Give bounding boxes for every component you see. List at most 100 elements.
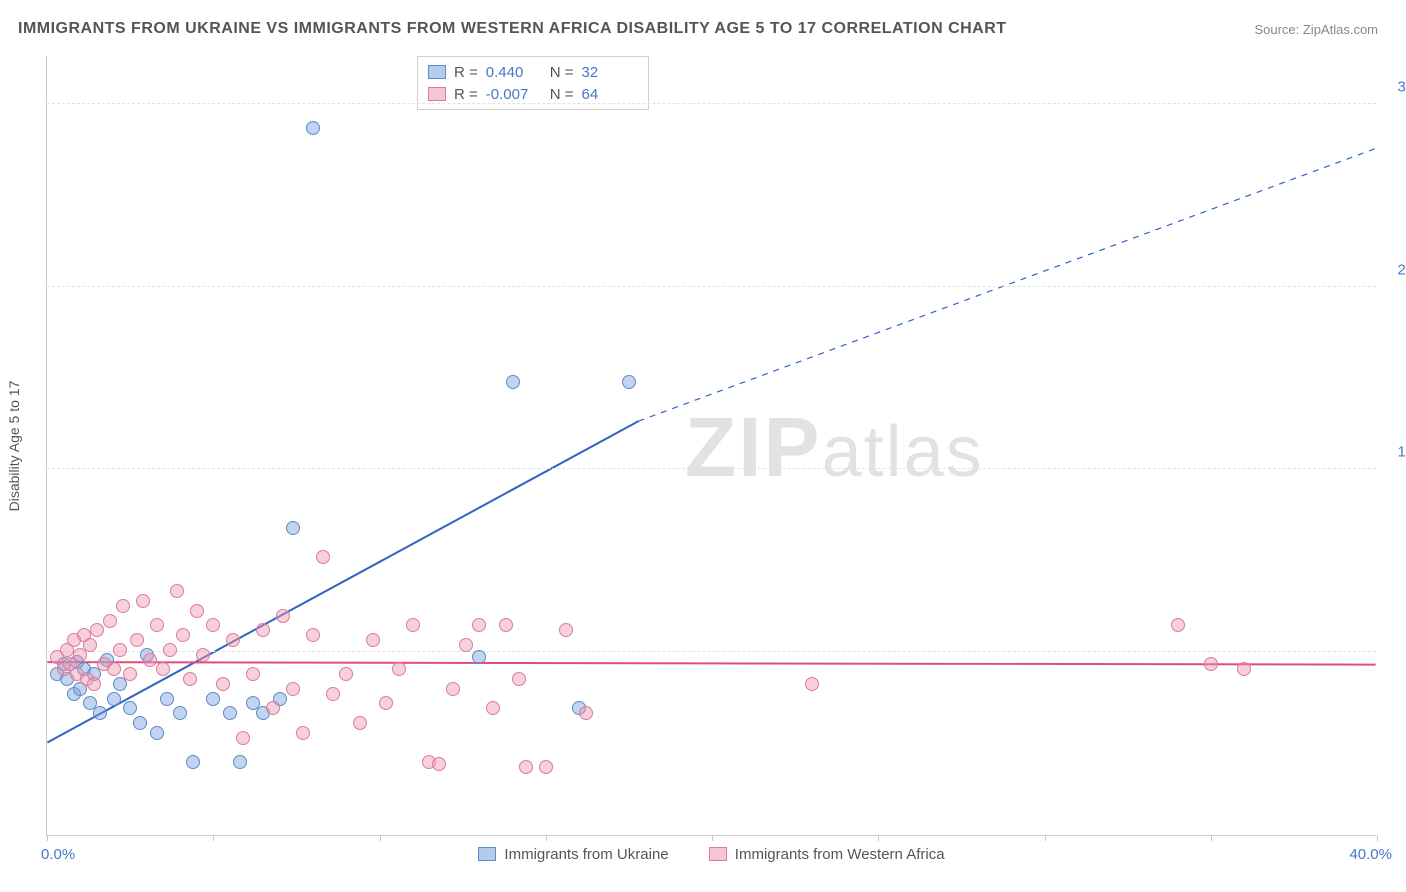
data-point	[1237, 662, 1251, 676]
data-point	[163, 643, 177, 657]
data-point	[216, 677, 230, 691]
chart-title: IMMIGRANTS FROM UKRAINE VS IMMIGRANTS FR…	[18, 20, 1007, 38]
data-point	[1171, 618, 1185, 632]
data-point	[236, 731, 250, 745]
swatch-series1	[428, 65, 446, 79]
data-point	[622, 375, 636, 389]
data-point	[130, 633, 144, 647]
data-point	[223, 706, 237, 720]
data-point	[256, 623, 270, 637]
x-tick	[878, 835, 879, 841]
swatch-series2	[709, 847, 727, 861]
stats-row-series2: R = -0.007 N = 64	[428, 83, 638, 105]
data-point	[206, 618, 220, 632]
data-point	[1204, 657, 1218, 671]
data-point	[296, 726, 310, 740]
x-tick	[47, 835, 48, 841]
data-point	[123, 701, 137, 715]
data-point	[286, 682, 300, 696]
gridline-h	[47, 286, 1376, 287]
data-point	[432, 757, 446, 771]
gridline-h	[47, 103, 1376, 104]
data-point	[133, 716, 147, 730]
watermark: ZIPatlas	[685, 399, 984, 496]
data-point	[406, 618, 420, 632]
gridline-h	[47, 468, 1376, 469]
stats-r-value-2: -0.007	[486, 86, 542, 103]
data-point	[90, 623, 104, 637]
data-point	[226, 633, 240, 647]
data-point	[446, 682, 460, 696]
data-point	[266, 701, 280, 715]
data-point	[107, 662, 121, 676]
data-point	[512, 672, 526, 686]
y-tick-label: 30.0%	[1397, 78, 1406, 95]
legend-item-1: Immigrants from Ukraine	[478, 846, 668, 863]
x-tick	[712, 835, 713, 841]
data-point	[472, 618, 486, 632]
stats-n-value-1: 32	[582, 64, 638, 81]
y-tick-label: 22.5%	[1397, 261, 1406, 278]
y-axis-label: Disability Age 5 to 17	[6, 381, 22, 512]
data-point	[93, 706, 107, 720]
trend-lines	[47, 56, 1376, 835]
data-point	[206, 692, 220, 706]
data-point	[539, 760, 553, 774]
data-point	[392, 662, 406, 676]
chart-container: IMMIGRANTS FROM UKRAINE VS IMMIGRANTS FR…	[0, 0, 1406, 892]
data-point	[805, 677, 819, 691]
data-point	[339, 667, 353, 681]
data-point	[506, 375, 520, 389]
swatch-series1	[478, 847, 496, 861]
source-label: Source: ZipAtlas.com	[1254, 22, 1378, 37]
series-legend: Immigrants from Ukraine Immigrants from …	[47, 846, 1376, 866]
data-point	[246, 667, 260, 681]
x-tick	[546, 835, 547, 841]
data-point	[116, 599, 130, 613]
y-tick-label: 15.0%	[1397, 444, 1406, 461]
stats-n-label: N =	[550, 64, 574, 81]
data-point	[459, 638, 473, 652]
data-point	[190, 604, 204, 618]
gridline-h	[47, 651, 1376, 652]
data-point	[316, 550, 330, 564]
data-point	[306, 121, 320, 135]
data-point	[326, 687, 340, 701]
data-point	[160, 692, 174, 706]
data-point	[123, 667, 137, 681]
stats-n-value-2: 64	[582, 86, 638, 103]
stats-r-label: R =	[454, 64, 478, 81]
x-tick	[213, 835, 214, 841]
data-point	[176, 628, 190, 642]
data-point	[306, 628, 320, 642]
data-point	[83, 638, 97, 652]
data-point	[579, 706, 593, 720]
data-point	[519, 760, 533, 774]
data-point	[156, 662, 170, 676]
data-point	[472, 650, 486, 664]
data-point	[366, 633, 380, 647]
data-point	[150, 618, 164, 632]
data-point	[559, 623, 573, 637]
plot-area: ZIPatlas R = 0.440 N = 32 R = -0.007 N =…	[46, 56, 1376, 836]
legend-label-2: Immigrants from Western Africa	[735, 846, 945, 863]
data-point	[113, 643, 127, 657]
data-point	[286, 521, 300, 535]
legend-label-1: Immigrants from Ukraine	[504, 846, 668, 863]
data-point	[150, 726, 164, 740]
data-point	[276, 609, 290, 623]
data-point	[103, 614, 117, 628]
legend-item-2: Immigrants from Western Africa	[709, 846, 945, 863]
data-point	[379, 696, 393, 710]
x-tick	[1211, 835, 1212, 841]
data-point	[143, 653, 157, 667]
data-point	[183, 672, 197, 686]
stats-row-series1: R = 0.440 N = 32	[428, 61, 638, 83]
data-point	[196, 648, 210, 662]
data-point	[486, 701, 500, 715]
data-point	[186, 755, 200, 769]
data-point	[107, 692, 121, 706]
data-point	[233, 755, 247, 769]
x-tick	[380, 835, 381, 841]
x-tick	[1045, 835, 1046, 841]
